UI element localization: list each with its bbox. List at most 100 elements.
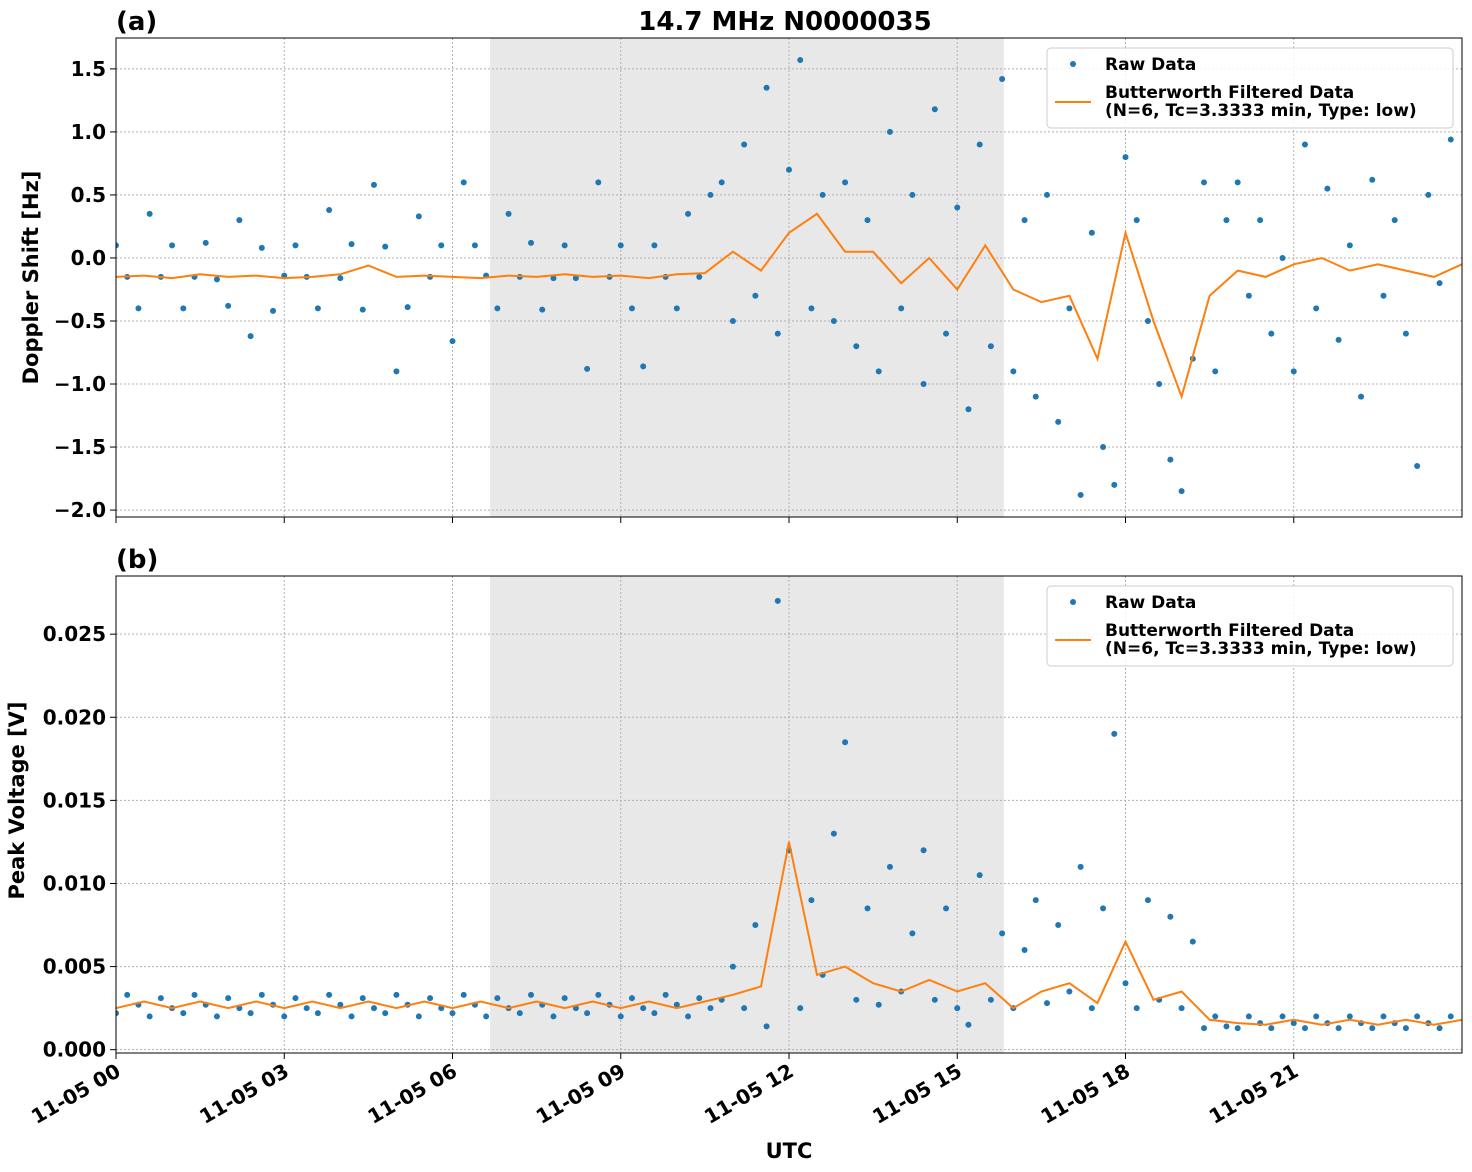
panel-label: (b): [116, 545, 158, 575]
raw-point: [976, 872, 983, 879]
shaded-span: [490, 38, 1004, 517]
raw-point: [808, 897, 815, 904]
raw-point: [1335, 336, 1342, 343]
raw-point: [438, 242, 445, 249]
raw-point: [483, 1013, 490, 1020]
raw-point: [1402, 1025, 1409, 1032]
raw-point: [752, 292, 759, 299]
raw-point: [516, 1010, 523, 1017]
raw-point: [1223, 217, 1230, 224]
raw-point: [247, 333, 254, 340]
x-tick-label: 11-05 09: [532, 1059, 630, 1129]
raw-point: [875, 368, 882, 375]
raw-point: [337, 1001, 344, 1008]
raw-point: [741, 1005, 748, 1012]
raw-point: [135, 305, 142, 312]
raw-point: [1313, 1013, 1320, 1020]
raw-point: [1010, 368, 1017, 375]
raw-point: [1346, 242, 1353, 249]
raw-point: [1245, 292, 1252, 299]
raw-point: [292, 242, 299, 249]
legend-box: [1046, 47, 1454, 129]
raw-point: [853, 996, 860, 1003]
raw-point: [763, 84, 770, 91]
raw-point: [415, 1013, 422, 1020]
raw-point: [931, 106, 938, 113]
raw-point: [169, 242, 176, 249]
y-tick-label: 0.0: [71, 246, 106, 270]
raw-point: [595, 991, 602, 998]
raw-point: [382, 1010, 389, 1017]
raw-point: [920, 381, 927, 388]
raw-point: [943, 905, 950, 912]
filtered-line: [116, 841, 1462, 1026]
raw-point: [707, 1005, 714, 1012]
raw-point: [202, 239, 209, 246]
x-tick-label: 11-05 21: [1205, 1059, 1303, 1129]
raw-point: [528, 239, 535, 246]
raw-point: [1144, 897, 1151, 904]
raw-point: [1290, 1020, 1297, 1027]
raw-point: [1212, 1013, 1219, 1020]
raw-point: [1032, 897, 1039, 904]
raw-point: [415, 213, 422, 220]
raw-point: [1043, 191, 1050, 198]
raw-point: [886, 128, 893, 135]
raw-point: [303, 1005, 310, 1012]
raw-point: [1313, 305, 1320, 312]
legend-label: Butterworth Filtered Data (N=6, Tc=3.3333…: [1105, 83, 1417, 121]
raw-point: [651, 242, 658, 249]
raw-point: [1201, 179, 1208, 186]
x-tick-label: 11-05 03: [195, 1059, 293, 1129]
raw-point: [1021, 946, 1028, 953]
raw-point: [460, 179, 467, 186]
raw-point: [370, 1005, 377, 1012]
raw-point: [898, 305, 905, 312]
raw-point: [965, 406, 972, 413]
raw-point: [1268, 330, 1275, 337]
raw-point: [1279, 1013, 1286, 1020]
raw-point: [191, 991, 198, 998]
raw-point: [909, 191, 916, 198]
raw-point: [1111, 730, 1118, 737]
raw-point: [1290, 368, 1297, 375]
raw-point: [1100, 905, 1107, 912]
raw-point: [1279, 254, 1286, 261]
raw-point: [270, 307, 277, 314]
raw-point: [707, 191, 714, 198]
raw-point: [808, 305, 815, 312]
raw-point: [1144, 317, 1151, 324]
raw-point: [1402, 330, 1409, 337]
x-tick-label: 11-05 12: [700, 1059, 798, 1129]
raw-point: [999, 75, 1006, 82]
raw-point: [628, 995, 635, 1002]
raw-point: [842, 179, 849, 186]
y-tick-label: −1.5: [54, 435, 106, 459]
legend-marker: [1070, 599, 1076, 605]
x-axis-label: UTC: [766, 1139, 813, 1163]
raw-point: [729, 317, 736, 324]
y-tick-label: 0.005: [43, 955, 106, 979]
raw-point: [1447, 136, 1454, 143]
raw-point: [864, 217, 871, 224]
raw-point: [337, 275, 344, 282]
raw-point: [348, 241, 355, 248]
raw-point: [651, 1010, 658, 1017]
raw-point: [382, 243, 389, 250]
raw-point: [348, 1013, 355, 1020]
raw-point: [909, 930, 916, 937]
raw-point: [741, 141, 748, 148]
axes-frame: [115, 575, 1463, 1054]
raw-point: [640, 1005, 647, 1012]
raw-point: [1167, 913, 1174, 920]
raw-point: [1268, 1025, 1275, 1032]
raw-point: [314, 305, 321, 312]
raw-point: [987, 343, 994, 350]
raw-point: [584, 365, 591, 372]
raw-point: [326, 207, 333, 214]
raw-point: [314, 1010, 321, 1017]
y-axis-label: Peak Voltage [V]: [5, 701, 29, 899]
raw-point: [1436, 280, 1443, 287]
raw-point: [685, 210, 692, 217]
x-tick-label: 11-05 06: [363, 1059, 461, 1129]
